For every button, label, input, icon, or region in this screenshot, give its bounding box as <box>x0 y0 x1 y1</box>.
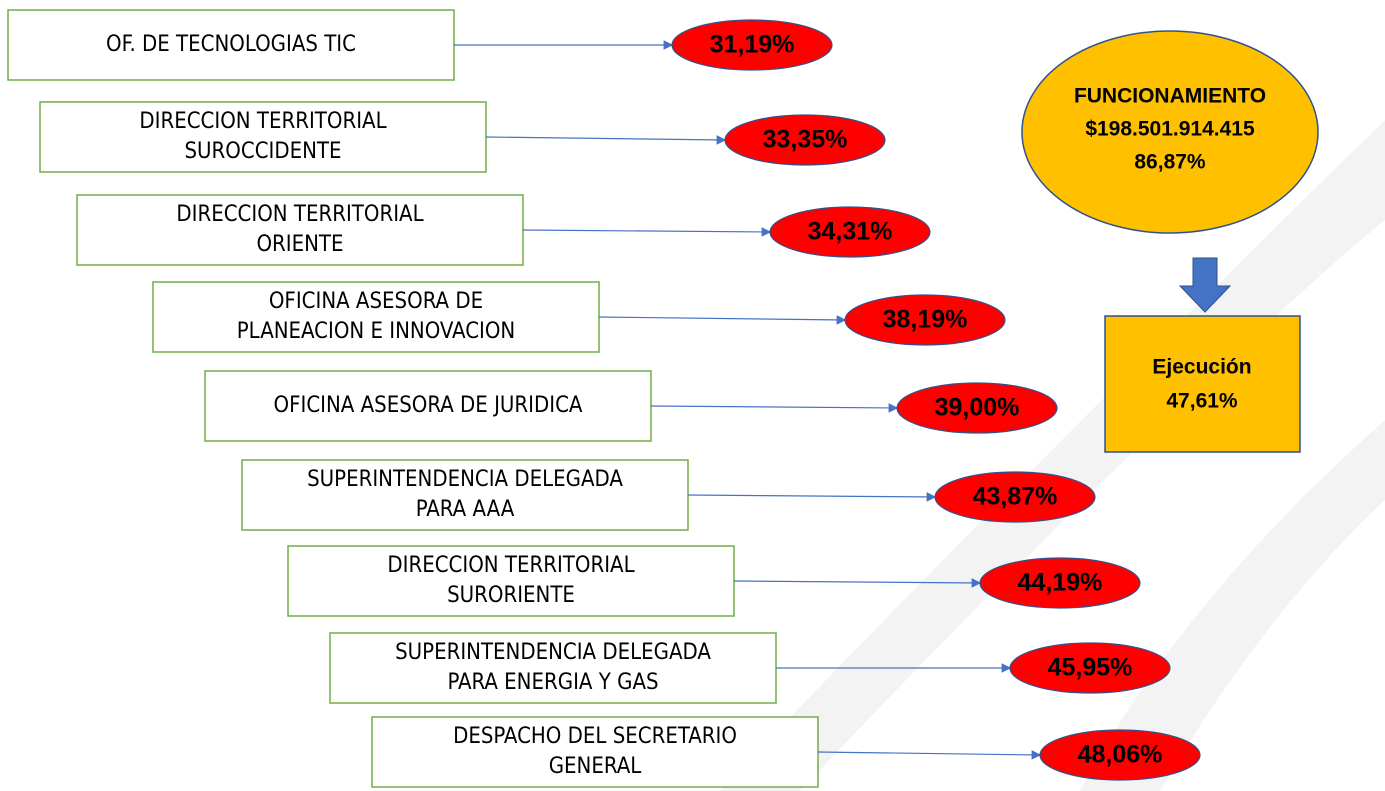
value-ellipse <box>934 471 1096 523</box>
summary-amount: $198.501.914.415 <box>1085 118 1255 141</box>
unit-box <box>287 545 735 617</box>
value-ellipse <box>724 114 886 166</box>
value-ellipse <box>896 382 1058 434</box>
unit-label: DIRECCION TERRITORIAL <box>176 202 423 227</box>
value-text: 34,31% <box>808 218 893 246</box>
value-text: 45,95% <box>1048 654 1133 682</box>
unit-box <box>371 716 819 788</box>
unit-label: OF. DE TECNOLOGIAS TIC <box>106 32 356 57</box>
summary-ellipse <box>1021 30 1319 234</box>
unit-label: PARA AAA <box>416 497 515 522</box>
connector-arrow <box>733 578 982 588</box>
value-text: 39,00% <box>935 394 1020 422</box>
value-text: 44,19% <box>1018 569 1103 597</box>
unit-box <box>39 101 487 173</box>
value-text: 31,19% <box>710 31 795 59</box>
unit-label: SUROCCIDENTE <box>184 139 341 164</box>
connector-arrow <box>650 403 899 413</box>
unit-label: SUPERINTENDENCIA DELEGADA <box>395 640 711 665</box>
unit-label: OFICINA ASESORA DE <box>269 289 483 314</box>
unit-box <box>76 194 524 266</box>
unit-label: SUPERINTENDENCIA DELEGADA <box>307 467 623 492</box>
unit-box <box>7 9 455 81</box>
unit-label: DIRECCION TERRITORIAL <box>387 553 634 578</box>
connector-arrow <box>687 492 937 502</box>
value-ellipse <box>1039 729 1201 781</box>
unit-label: SURORIENTE <box>447 583 575 608</box>
summary-title: FUNCIONAMIENTO <box>1074 85 1266 108</box>
connector-arrow <box>522 227 772 237</box>
down-arrow <box>1178 257 1232 313</box>
value-text: 43,87% <box>973 483 1058 511</box>
connector-arrow <box>485 135 727 145</box>
unit-label: ORIENTE <box>256 232 343 257</box>
value-text: 33,35% <box>763 126 848 154</box>
unit-label: DESPACHO DEL SECRETARIO <box>453 724 737 749</box>
unit-label: PARA ENERGIA Y GAS <box>447 670 658 695</box>
unit-label: DIRECCION TERRITORIAL <box>139 109 386 134</box>
value-ellipse <box>1009 642 1171 694</box>
unit-box <box>329 632 777 704</box>
connector-arrow <box>817 750 1042 760</box>
unit-label: GENERAL <box>549 754 642 779</box>
execution-label: Ejecución <box>1152 356 1251 379</box>
value-ellipse <box>979 557 1141 609</box>
unit-box <box>241 459 689 531</box>
value-text: 48,06% <box>1078 741 1163 769</box>
connector-arrow <box>598 315 847 325</box>
value-ellipse <box>769 206 931 258</box>
execution-value: 47,61% <box>1166 390 1238 413</box>
background-swoosh <box>1080 420 1385 791</box>
value-ellipse <box>844 294 1006 346</box>
execution-box <box>1104 315 1301 453</box>
value-ellipse <box>671 19 833 71</box>
summary-share: 86,87% <box>1134 151 1206 174</box>
value-text: 38,19% <box>883 306 968 334</box>
unit-label: PLANEACION E INNOVACION <box>237 319 516 344</box>
unit-label: OFICINA ASESORA DE JURIDICA <box>274 393 583 418</box>
